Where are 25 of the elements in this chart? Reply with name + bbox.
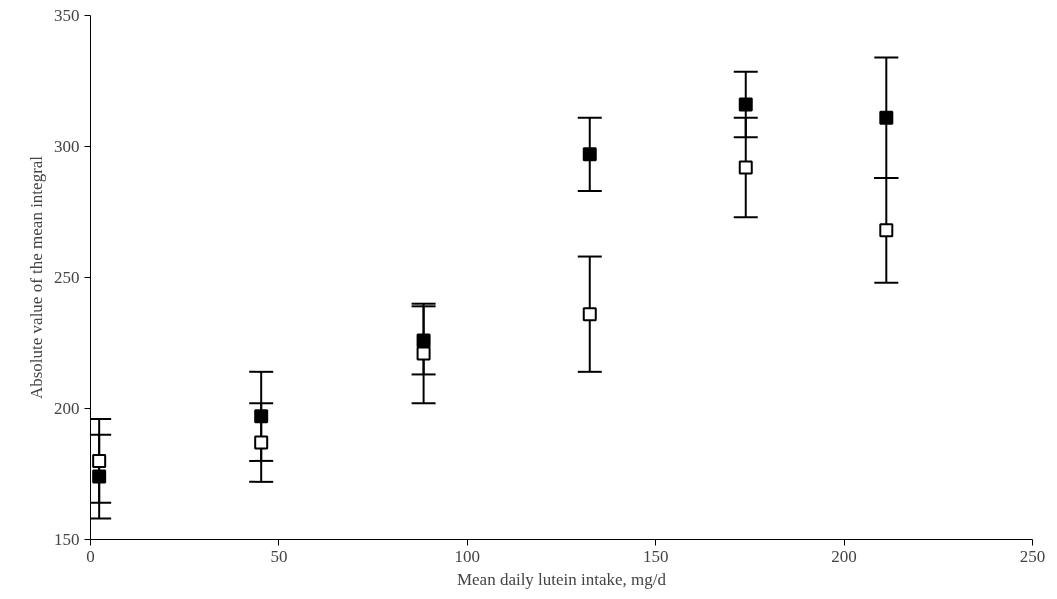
x-tick-label: 250	[1019, 546, 1046, 566]
y-tick-label: 150	[54, 530, 80, 549]
point	[92, 469, 107, 484]
y-axis-title: Absolute value of the mean integral	[27, 155, 46, 400]
y-tick-label: 300	[54, 137, 80, 156]
x-tick-label: 150	[642, 546, 669, 566]
point	[879, 223, 894, 238]
x-tick-label: 100	[454, 546, 481, 566]
x-tick-label: 200	[831, 546, 857, 566]
point	[92, 453, 107, 468]
x-axis-title: Mean daily lutein intake, mg/d	[456, 569, 667, 589]
point	[738, 160, 753, 175]
y-tick-label: 250	[54, 268, 80, 287]
point	[416, 333, 431, 348]
point	[582, 307, 597, 322]
point	[879, 110, 894, 125]
point	[254, 435, 269, 450]
y-tick-label: 350	[54, 6, 80, 25]
x-tick-label: 0	[86, 546, 95, 566]
point	[582, 147, 597, 162]
point	[416, 346, 431, 361]
point	[738, 97, 753, 112]
x-tick-label: 50	[270, 546, 288, 566]
point	[254, 409, 269, 424]
y-tick-label: 200	[54, 399, 80, 418]
